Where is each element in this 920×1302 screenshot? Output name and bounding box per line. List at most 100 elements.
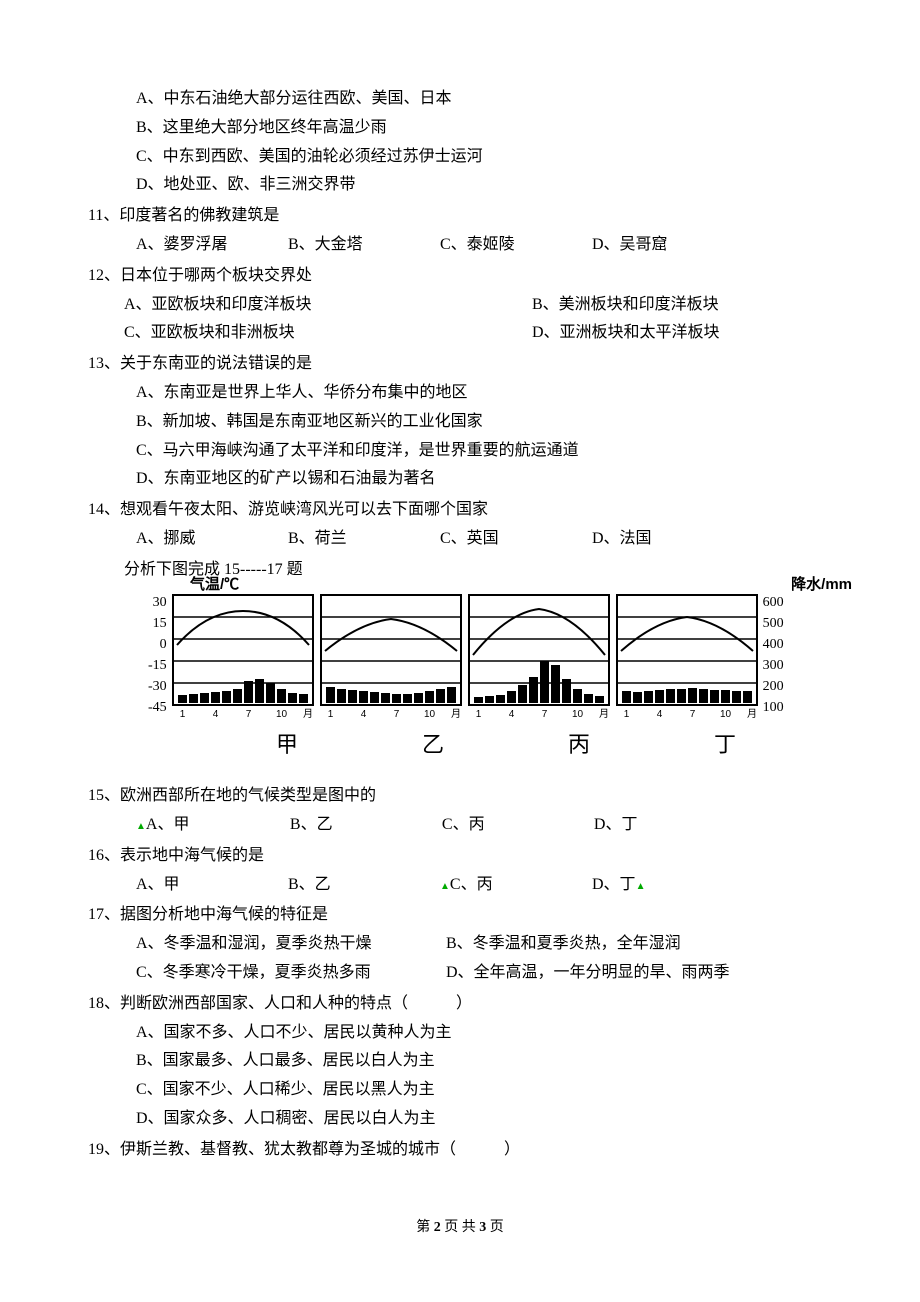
y-left-tick: 30 [148,595,167,616]
q10-optD: D、地处亚、欧、非三洲交界带 [136,171,832,200]
page-footer: 第 2 页 共 3 页 [0,1215,920,1240]
climate-chart-2: 1 4 7 10 月 [319,593,463,721]
svg-text:月: 月 [451,708,461,720]
q14-text: 14、想观看午夜太阳、游览峡湾风光可以去下面哪个国家 [88,496,832,525]
y-right-tick: 600 [763,595,784,616]
q12-row2: C、亚欧板块和非洲板块 D、亚洲板块和太平洋板块 [88,319,832,348]
q13: 13、关于东南亚的说法错误的是 A、东南亚是世界上华人、华侨分布集中的地区 B、… [88,350,832,494]
q11-options: A、婆罗浮屠 B、大金塔 C、泰姬陵 D、吴哥窟 [136,231,832,260]
q16: 16、表示地中海气候的是 A、甲 B、乙 ▲C、丙 D、丁▲ [88,842,832,900]
green-marker-2: ▲ [440,878,450,896]
q15-optD: D、丁 [594,811,742,840]
q11: 11、印度著名的佛教建筑是 A、婆罗浮屠 B、大金塔 C、泰姬陵 D、吴哥窟 [88,202,832,260]
svg-text:10: 10 [276,709,288,720]
q16-optB: B、乙 [288,871,436,900]
y-left-title: 气温/℃ [190,571,239,598]
q12-row1: A、亚欧板块和印度洋板块 B、美洲板块和印度洋板块 [88,291,832,320]
q12-optB: B、美洲板块和印度洋板块 [532,291,719,320]
q10-optA: A、中东石油绝大部分运往西欧、美国、日本 [136,85,832,114]
y-right-title: 降水/mm [791,571,852,598]
svg-text:10: 10 [572,709,584,720]
svg-text:4: 4 [508,709,514,720]
y-left-tick: 0 [148,637,167,658]
q16-optC: C、丙 [450,871,493,900]
y-right-ticks: 600500400300200100 [763,593,784,721]
q12-optD: D、亚洲板块和太平洋板块 [532,319,720,348]
q18-optD: D、国家众多、人口稠密、居民以白人为主 [136,1105,832,1134]
svg-text:月: 月 [599,708,609,720]
y-left-tick: -45 [148,700,167,721]
q15-options: ▲A、甲 B、乙 C、丙 D、丁 [136,811,832,840]
y-right-tick: 400 [763,637,784,658]
svg-text:10: 10 [720,709,732,720]
svg-text:4: 4 [656,709,662,720]
q13-optC: C、马六甲海峡沟通了太平洋和印度洋，是世界重要的航运通道 [136,437,832,466]
q12-text: 12、日本位于哪两个板块交界处 [88,262,832,291]
q10-optB: B、这里绝大部分地区终年高温少雨 [136,114,832,143]
q11-text: 11、印度著名的佛教建筑是 [88,202,832,231]
q13-optD: D、东南亚地区的矿产以锡和石油最为著名 [136,465,832,494]
svg-text:4: 4 [360,709,366,720]
q13-optA: A、东南亚是世界上华人、华侨分布集中的地区 [136,379,832,408]
q17: 17、据图分析地中海气候的特征是 A、冬季温和湿润，夏季炎热干燥 B、冬季温和夏… [88,901,832,987]
y-right-tick: 300 [763,658,784,679]
q12-optA: A、亚欧板块和印度洋板块 [124,291,532,320]
q14-optC: C、英国 [440,525,588,554]
q17-optB: B、冬季温和夏季炎热，全年湿润 [446,930,681,959]
q15-text: 15、欧洲西部所在地的气候类型是图中的 [88,782,832,811]
q17-row1: A、冬季温和湿润，夏季炎热干燥 B、冬季温和夏季炎热，全年湿润 [88,930,832,959]
q11-optB: B、大金塔 [288,231,436,260]
q16-options: A、甲 B、乙 ▲C、丙 D、丁▲ [136,871,832,900]
y-left-tick: -15 [148,658,167,679]
svg-text:7: 7 [245,709,251,720]
climate-chart-1: 1 4 7 10 月 [171,593,315,721]
q17-text: 17、据图分析地中海气候的特征是 [88,901,832,930]
svg-text:1: 1 [327,709,333,720]
chart-label-1: 甲 [214,725,360,765]
q11-optA: A、婆罗浮屠 [136,231,284,260]
q18: 18、判断欧洲西部国家、人口和人种的特点（ ） A、国家不多、人口不少、居民以黄… [88,990,832,1134]
y-left-ticks: 30150-15-30-45 [148,593,167,721]
y-right-tick: 100 [763,700,784,721]
q12: 12、日本位于哪两个板块交界处 A、亚欧板块和印度洋板块 B、美洲板块和印度洋板… [88,262,832,348]
q15-optB: B、乙 [290,811,438,840]
q17-optD: D、全年高温，一年分明显的旱、雨两季 [446,959,730,988]
svg-text:7: 7 [393,709,399,720]
q16-optC-wrap: ▲C、丙 [440,871,588,900]
q19: 19、伊斯兰教、基督教、犹太教都尊为圣城的城市（ ） [88,1136,832,1165]
svg-text:1: 1 [623,709,629,720]
svg-text:月: 月 [747,708,757,720]
q14-optA: A、挪威 [136,525,284,554]
footer-mid: 页 共 [441,1220,480,1235]
q14-optB: B、荷兰 [288,525,436,554]
q16-text: 16、表示地中海气候的是 [88,842,832,871]
q18-optA: A、国家不多、人口不少、居民以黄种人为主 [136,1019,832,1048]
svg-text:10: 10 [424,709,436,720]
q11-optD: D、吴哥窟 [592,231,740,260]
q18-optB: B、国家最多、人口最多、居民以白人为主 [136,1047,832,1076]
climate-chart-4: 14710月 [615,593,759,721]
chart-label-4: 丁 [652,725,798,765]
climate-chart-3: 1 4 7 10 月 [467,593,611,721]
svg-text:7: 7 [541,709,547,720]
svg-text:4: 4 [212,709,218,720]
y-left-tick: 15 [148,616,167,637]
svg-text:月: 月 [303,708,313,720]
q14-options: A、挪威 B、荷兰 C、英国 D、法国 [136,525,832,554]
q13-text: 13、关于东南亚的说法错误的是 [88,350,832,379]
green-marker: ▲ [136,818,146,836]
q10-options: A、中东石油绝大部分运往西欧、美国、日本 B、这里绝大部分地区终年高温少雨 C、… [88,85,832,200]
q17-optC: C、冬季寒冷干燥，夏季炎热多雨 [136,959,446,988]
chart-label-3: 丙 [506,725,652,765]
q16-optA: A、甲 [136,871,284,900]
svg-text:1: 1 [179,709,185,720]
climate-charts: 气温/℃ 降水/mm 30150-15-30-45 14710月14710月14… [148,593,832,765]
q15: 15、欧洲西部所在地的气候类型是图中的 ▲A、甲 B、乙 C、丙 D、丁 [88,782,832,840]
q14-optD: D、法国 [592,525,740,554]
q15-optC: C、丙 [442,811,590,840]
svg-text:1: 1 [475,709,481,720]
q16-optD-wrap: D、丁▲ [592,871,645,900]
y-left-tick: -30 [148,679,167,700]
green-marker-3: ▲ [636,878,646,896]
chart-labels: 甲 乙 丙 丁 [148,725,832,765]
